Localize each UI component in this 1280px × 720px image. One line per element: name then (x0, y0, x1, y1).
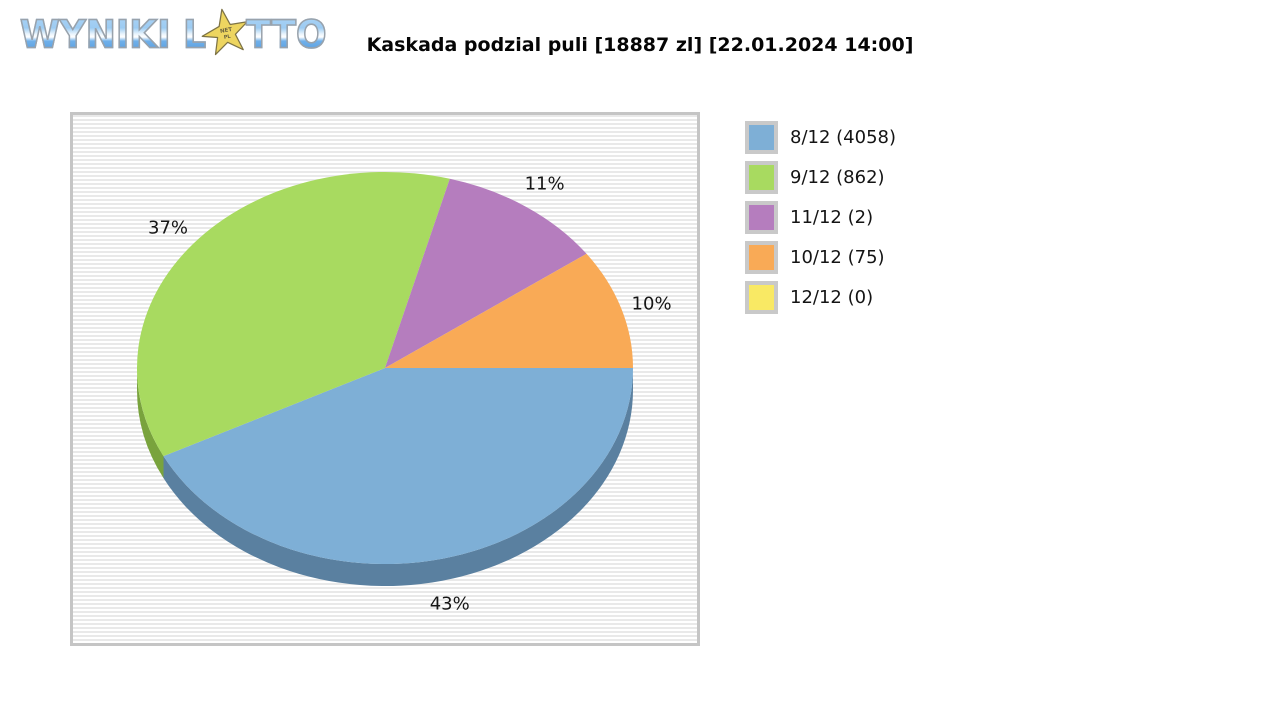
legend-label: 12/12 (0) (790, 287, 874, 308)
legend-label: 10/12 (75) (790, 247, 885, 268)
pie-chart-panel: 43% 37% 11% 10% (70, 112, 700, 646)
pie-percent-label-11-12: 11% (524, 173, 565, 195)
logo-text-wyniki-l: WYNIKI L (19, 11, 207, 62)
legend-label: 11/12 (2) (790, 207, 874, 228)
pie-percent-label-8-12: 43% (429, 593, 470, 615)
pie-percent-label-10-12: 10% (631, 293, 672, 315)
legend-swatch (745, 201, 778, 234)
legend-swatch (745, 241, 778, 274)
legend-swatch (745, 161, 778, 194)
pie-slice-10-12 (385, 253, 633, 368)
logo-star-icon: NET PL (201, 8, 248, 56)
legend-label: 9/12 (862) (790, 167, 885, 188)
pie-slice-8-12 (163, 368, 633, 564)
pie-percent-label-9-12: 37% (148, 217, 189, 239)
legend-label: 8/12 (4058) (790, 127, 896, 148)
legend-item: 8/12 (4058) (745, 121, 896, 154)
legend-item: 12/12 (0) (745, 281, 896, 314)
legend-item: 11/12 (2) (745, 201, 896, 234)
pie-slice-side-9-12 (137, 368, 164, 479)
pie-slice-9-12 (136, 171, 450, 457)
chart-legend: 8/12 (4058) 9/12 (862) 11/12 (2) 10/12 (… (745, 121, 896, 321)
logo-text-tto: TTO (245, 11, 327, 62)
pie-chart (136, 171, 633, 586)
logo-star-text-1: NET (220, 27, 233, 35)
site-logo[interactable]: WYNIKI L NET PL TTO (19, 8, 327, 62)
page-title: Kaskada podzial puli [18887 zl] [22.01.2… (366, 34, 914, 56)
legend-swatch (745, 121, 778, 154)
legend-item: 10/12 (75) (745, 241, 896, 274)
pie-slice-11-12 (385, 178, 587, 368)
legend-swatch (745, 281, 778, 314)
logo-star-text-2: PL (223, 34, 232, 41)
legend-item: 9/12 (862) (745, 161, 896, 194)
